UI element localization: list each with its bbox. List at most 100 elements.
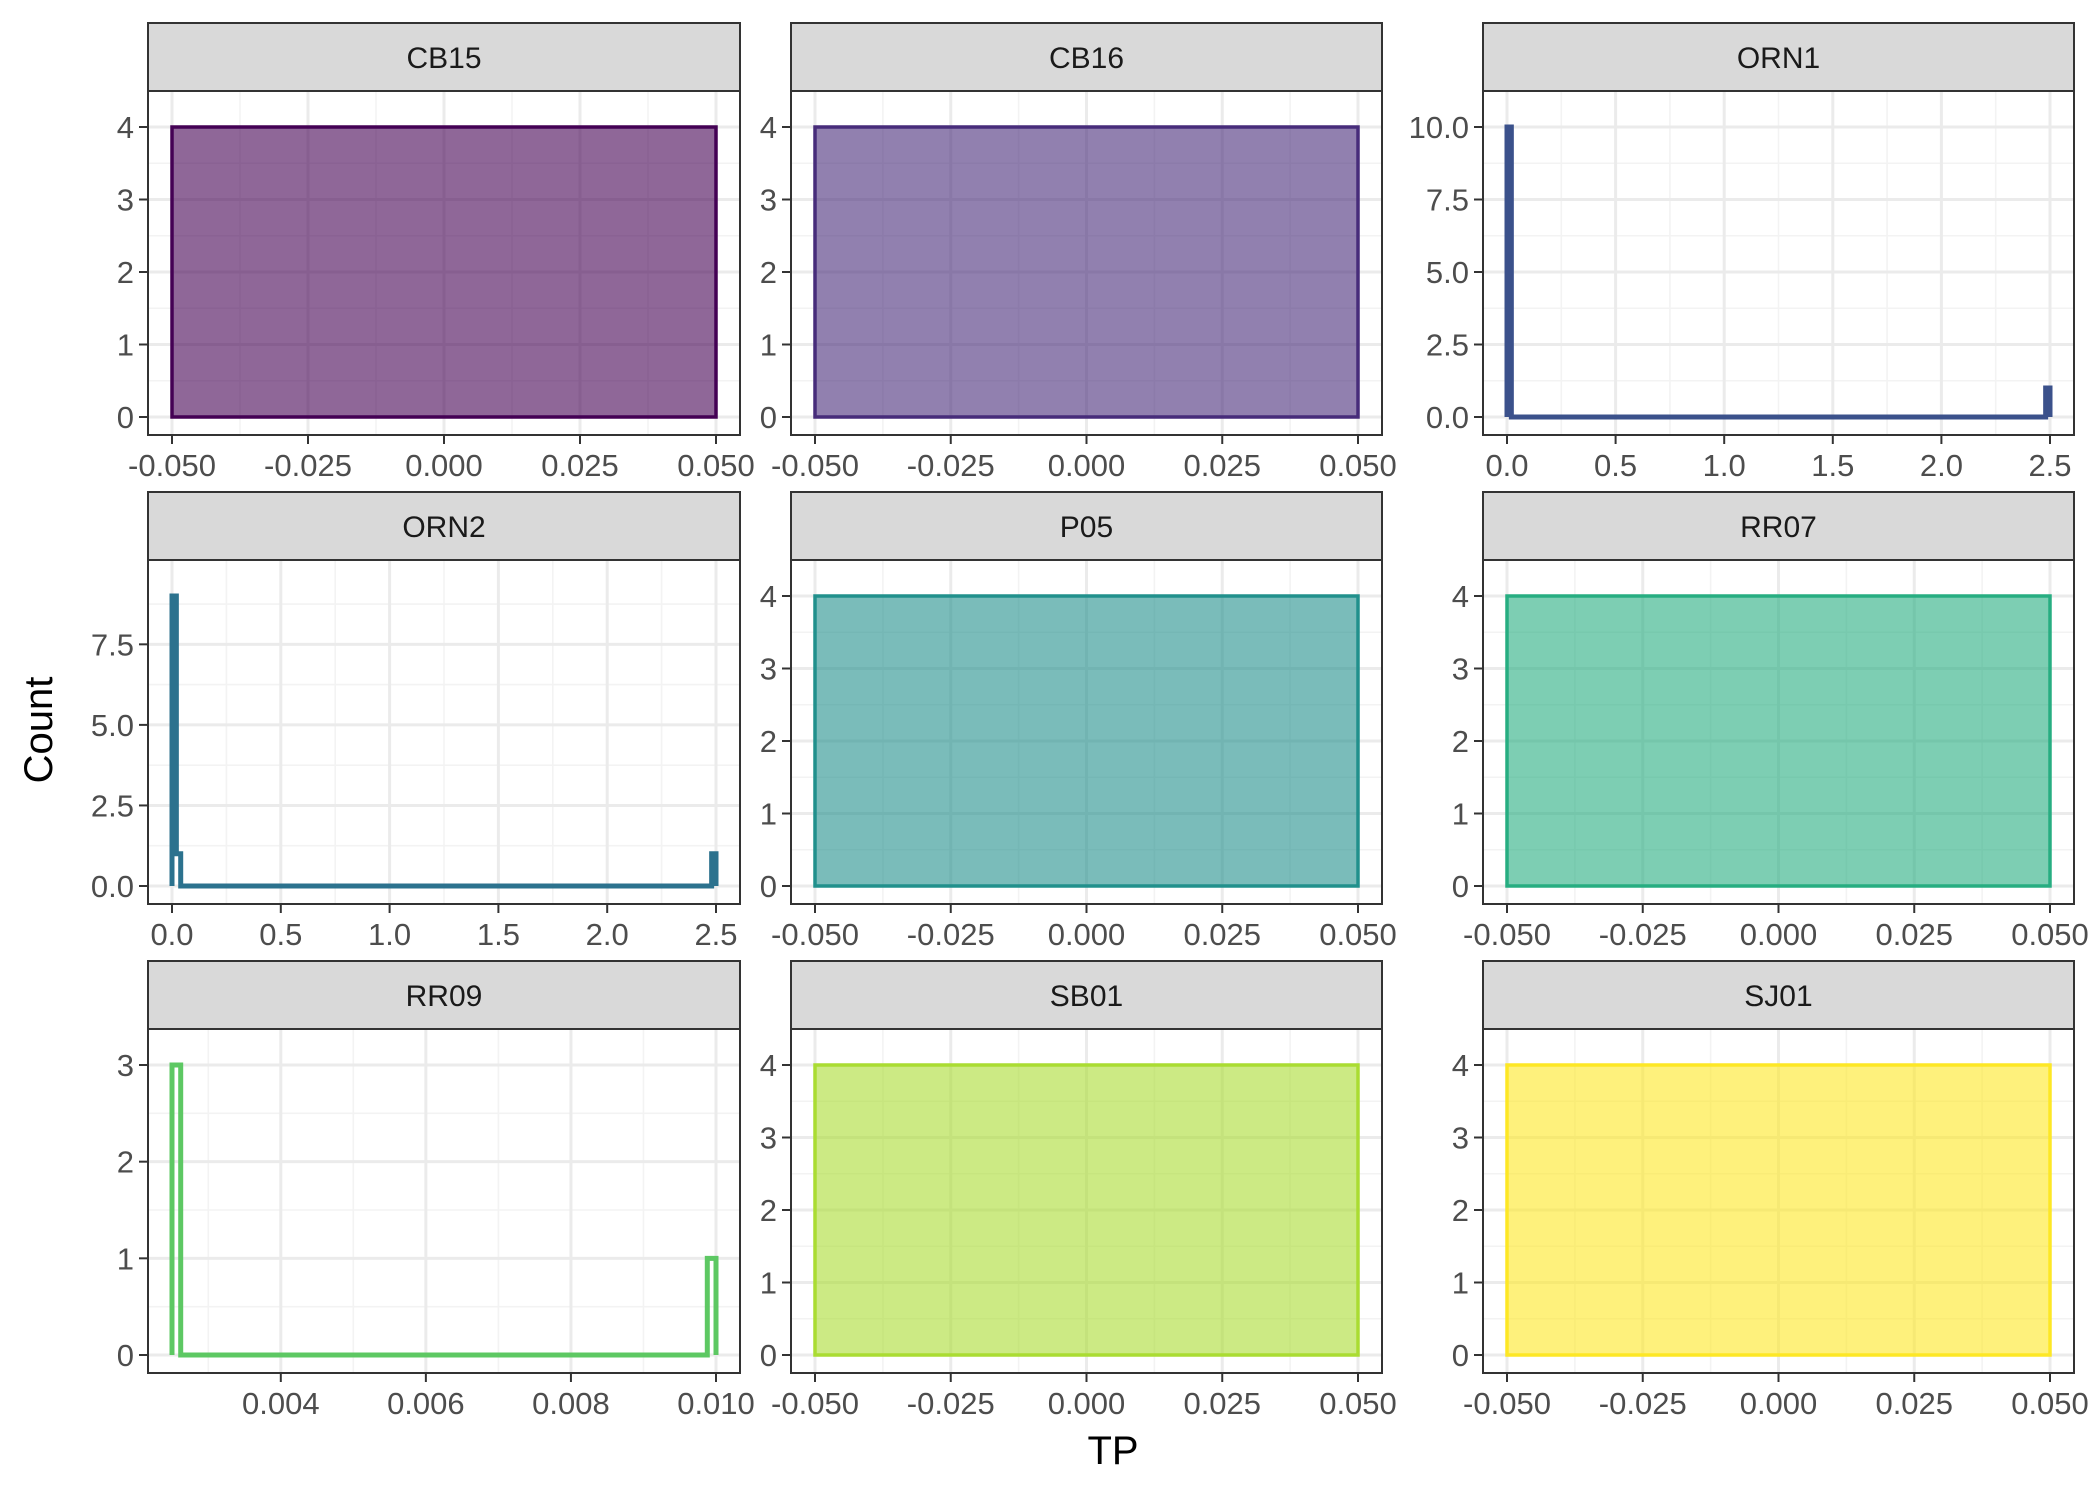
y-tick-label: 4 xyxy=(760,1048,777,1083)
x-tick-label: -0.025 xyxy=(264,448,352,483)
y-tick-label: 0 xyxy=(1452,1338,1469,1373)
facet-panel-sj01: SJ01 -0.050 -0.025 0.000 0.025 0.050 0 1 2 3 4 xyxy=(1452,960,2089,1421)
y-tick-label: 2 xyxy=(760,1193,777,1228)
facet-strip xyxy=(1482,960,2075,1030)
facet-strip-label: ORN1 xyxy=(1737,42,1820,75)
y-tick-label: 4 xyxy=(1452,579,1469,614)
y-tick-label: 1 xyxy=(1452,797,1469,832)
x-tick-label: 0.025 xyxy=(541,448,619,483)
y-tick-label: 2 xyxy=(760,724,777,759)
facet-strip xyxy=(147,22,741,92)
histogram-outline xyxy=(169,1062,719,1358)
x-tick-label: 0.0 xyxy=(1485,448,1528,483)
facet-panel-orn1: ORN1 0.0 0.5 1.0 1.5 2.0 2.5 0.0 2.5 5.0 7.5 10.0 xyxy=(1409,22,2075,483)
histogram-area xyxy=(170,125,718,419)
y-tick-label: 4 xyxy=(117,110,134,145)
y-tick-label: 2 xyxy=(1452,1193,1469,1228)
facet-panel-cb15: CB15 -0.050 -0.025 0.000 0.025 0.050 0 1 2 3 4 xyxy=(117,22,755,483)
y-axis-title: Count xyxy=(17,677,61,784)
facet-strip xyxy=(147,960,741,1030)
x-tick-label: -0.025 xyxy=(1599,917,1687,952)
x-tick-label: 0.050 xyxy=(1319,917,1397,952)
x-tick-label: -0.050 xyxy=(771,448,859,483)
facet-strip-label: CB16 xyxy=(1049,42,1124,75)
y-tick-label: 0 xyxy=(1452,869,1469,904)
x-tick-label: 2.0 xyxy=(1920,448,1963,483)
y-tick-label: 3 xyxy=(760,1121,777,1156)
histogram-outline xyxy=(1504,124,2053,420)
facet-panel-cb16: CB16 -0.050 -0.025 0.000 0.025 0.050 0 1 2 3 4 xyxy=(760,22,1397,483)
y-tick-label: 1 xyxy=(117,1241,134,1276)
y-tick-label: 2 xyxy=(117,255,134,290)
x-tick-label: -0.050 xyxy=(1463,1386,1551,1421)
facet-strip xyxy=(790,22,1383,92)
y-tick-label: 0.0 xyxy=(91,869,134,904)
x-tick-label: -0.025 xyxy=(1599,1386,1687,1421)
y-tick-label: 3 xyxy=(1452,652,1469,687)
facet-strip-label: RR07 xyxy=(1740,511,1817,544)
x-tick-label: 0.050 xyxy=(1319,448,1397,483)
x-tick-label: 0.025 xyxy=(1183,448,1261,483)
x-tick-label: 0.050 xyxy=(677,448,755,483)
x-tick-label: 0.008 xyxy=(532,1386,610,1421)
x-tick-label: -0.025 xyxy=(907,917,995,952)
y-tick-label: 7.5 xyxy=(91,627,134,662)
facet-strip-label: ORN2 xyxy=(402,511,485,544)
x-tick-label: 0.5 xyxy=(259,917,302,952)
x-tick-label: 1.5 xyxy=(1811,448,1854,483)
y-tick-label: 1 xyxy=(760,1266,777,1301)
x-tick-label: 0.025 xyxy=(1875,917,1953,952)
histogram-area xyxy=(813,1063,1360,1357)
y-tick-label: 2 xyxy=(760,255,777,290)
x-tick-label: 0.000 xyxy=(1048,917,1126,952)
facet-panel-p05: P05 -0.050 -0.025 0.000 0.025 0.050 0 1 2 3 4 xyxy=(760,491,1397,952)
y-tick-label: 2 xyxy=(1452,724,1469,759)
y-tick-label: 2.5 xyxy=(91,788,134,823)
x-tick-label: 0.000 xyxy=(1048,448,1126,483)
x-tick-label: 0.5 xyxy=(1594,448,1637,483)
x-tick-label: 0.025 xyxy=(1875,1386,1953,1421)
x-tick-label: 1.5 xyxy=(477,917,520,952)
y-tick-label: 1 xyxy=(760,797,777,832)
y-tick-label: 4 xyxy=(760,110,777,145)
y-tick-label: 2 xyxy=(117,1145,134,1180)
x-tick-label: -0.025 xyxy=(907,1386,995,1421)
histogram-area xyxy=(813,125,1360,419)
facet-strip xyxy=(1482,491,2075,561)
facet-panel-sb01: SB01 -0.050 -0.025 0.000 0.025 0.050 0 1 2 3 4 xyxy=(760,960,1397,1421)
y-tick-label: 4 xyxy=(760,579,777,614)
facet-panels: CB15-0.050 -0.025 0.000 0.025 0.05001234CB16… xyxy=(91,22,2089,1421)
histogram-area xyxy=(1505,1063,2052,1357)
y-tick-label: 0 xyxy=(760,869,777,904)
x-tick-label: 0.0 xyxy=(150,917,193,952)
x-tick-label: 0.050 xyxy=(2011,917,2089,952)
histogram-outline xyxy=(169,593,719,889)
facet-strip-label: RR09 xyxy=(406,980,483,1013)
x-tick-label: 2.5 xyxy=(2028,448,2071,483)
facet-strip-label: SJ01 xyxy=(1744,980,1812,1013)
x-tick-label: 1.0 xyxy=(368,917,411,952)
x-tick-label: 0.000 xyxy=(1048,1386,1126,1421)
histogram-area xyxy=(813,594,1360,888)
facet-strip xyxy=(147,491,741,561)
x-tick-label: -0.050 xyxy=(1463,917,1551,952)
y-tick-label: 1 xyxy=(760,328,777,363)
x-tick-label: 1.0 xyxy=(1703,448,1746,483)
x-tick-label: 0.000 xyxy=(1740,917,1818,952)
y-tick-label: 0.0 xyxy=(1426,400,1469,435)
facet-panel-rr07: RR07 -0.050 -0.025 0.000 0.025 0.050 0 1 2 3 4 xyxy=(1452,491,2089,952)
y-tick-label: 3 xyxy=(117,183,134,218)
x-tick-label: 0.025 xyxy=(1183,917,1261,952)
histogram-area xyxy=(1505,594,2052,888)
x-tick-label: -0.050 xyxy=(771,917,859,952)
x-tick-label: 0.000 xyxy=(1740,1386,1818,1421)
x-tick-label: 0.050 xyxy=(1319,1386,1397,1421)
y-tick-label: 0 xyxy=(760,1338,777,1373)
x-tick-label: 0.010 xyxy=(677,1386,755,1421)
x-tick-label: 0.000 xyxy=(405,448,483,483)
facet-strip-label: CB15 xyxy=(406,42,481,75)
y-tick-label: 4 xyxy=(1452,1048,1469,1083)
y-tick-label: 0 xyxy=(760,400,777,435)
y-tick-label: 5.0 xyxy=(1426,255,1469,290)
